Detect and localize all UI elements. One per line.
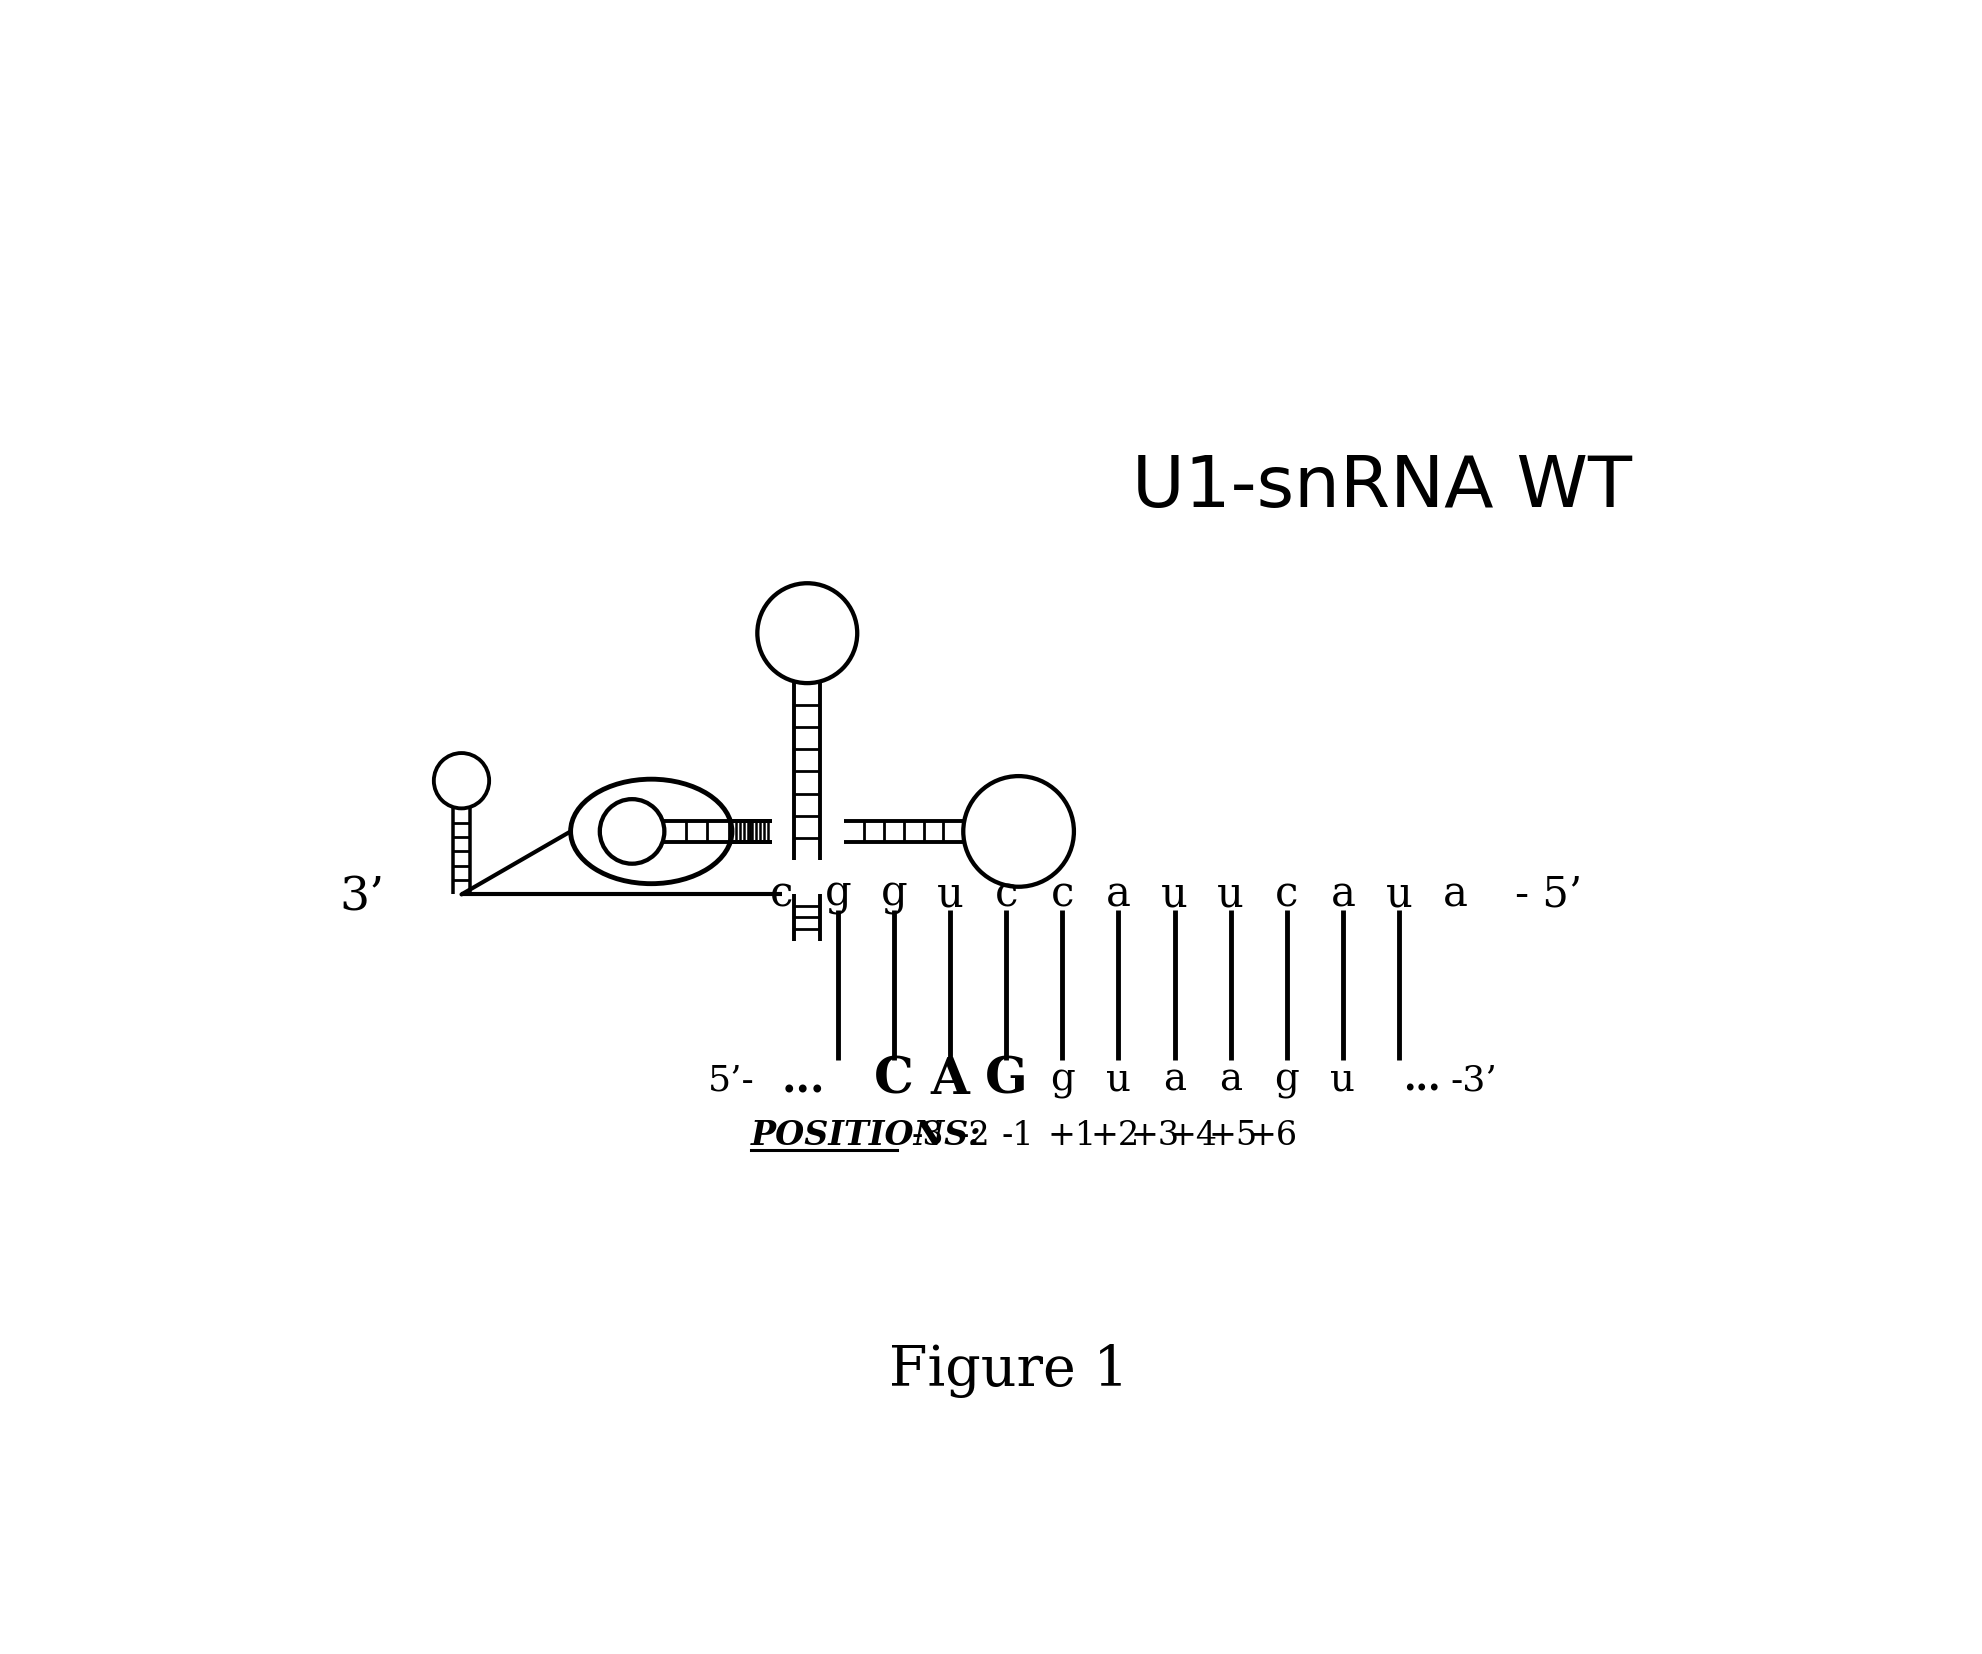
Text: c: c (995, 873, 1017, 915)
Text: u: u (936, 873, 963, 915)
Text: g: g (880, 873, 908, 915)
Text: -2: -2 (957, 1120, 989, 1151)
Text: g: g (825, 873, 850, 915)
Text: u: u (1161, 873, 1187, 915)
Text: Figure 1: Figure 1 (888, 1343, 1128, 1398)
Text: ...: ... (1401, 1064, 1439, 1097)
Text: g: g (1048, 1062, 1074, 1098)
Text: a: a (1106, 873, 1130, 915)
Text: A: A (930, 1055, 969, 1105)
Text: c: c (769, 873, 793, 915)
Text: ...: ... (781, 1060, 825, 1102)
Text: u: u (1330, 1062, 1354, 1098)
Text: +1: +1 (1046, 1120, 1096, 1151)
Text: a: a (1219, 1062, 1241, 1098)
Text: +4: +4 (1167, 1120, 1217, 1151)
Text: - 5’: - 5’ (1514, 873, 1582, 915)
Text: g: g (1274, 1062, 1298, 1098)
Text: -3’: -3’ (1449, 1064, 1496, 1097)
Text: C: C (874, 1055, 914, 1105)
Text: POSITIONS:: POSITIONS: (751, 1120, 981, 1153)
Text: u: u (1385, 873, 1411, 915)
Text: U1-snRNA WT: U1-snRNA WT (1132, 453, 1631, 521)
Text: u: u (1217, 873, 1243, 915)
Text: 5’-: 5’- (708, 1064, 755, 1097)
Text: a: a (1161, 1062, 1185, 1098)
Text: c: c (1274, 873, 1298, 915)
Text: a: a (1441, 873, 1467, 915)
Text: -3: -3 (910, 1120, 943, 1151)
Text: +5: +5 (1207, 1120, 1257, 1151)
Text: +2: +2 (1090, 1120, 1138, 1151)
Text: a: a (1330, 873, 1354, 915)
Text: +6: +6 (1249, 1120, 1296, 1151)
Text: 3’: 3’ (339, 875, 385, 921)
Text: -1: -1 (1001, 1120, 1035, 1151)
Text: +3: +3 (1130, 1120, 1179, 1151)
Text: u: u (1106, 1062, 1130, 1098)
Text: c: c (1050, 873, 1074, 915)
Text: G: G (985, 1055, 1027, 1105)
